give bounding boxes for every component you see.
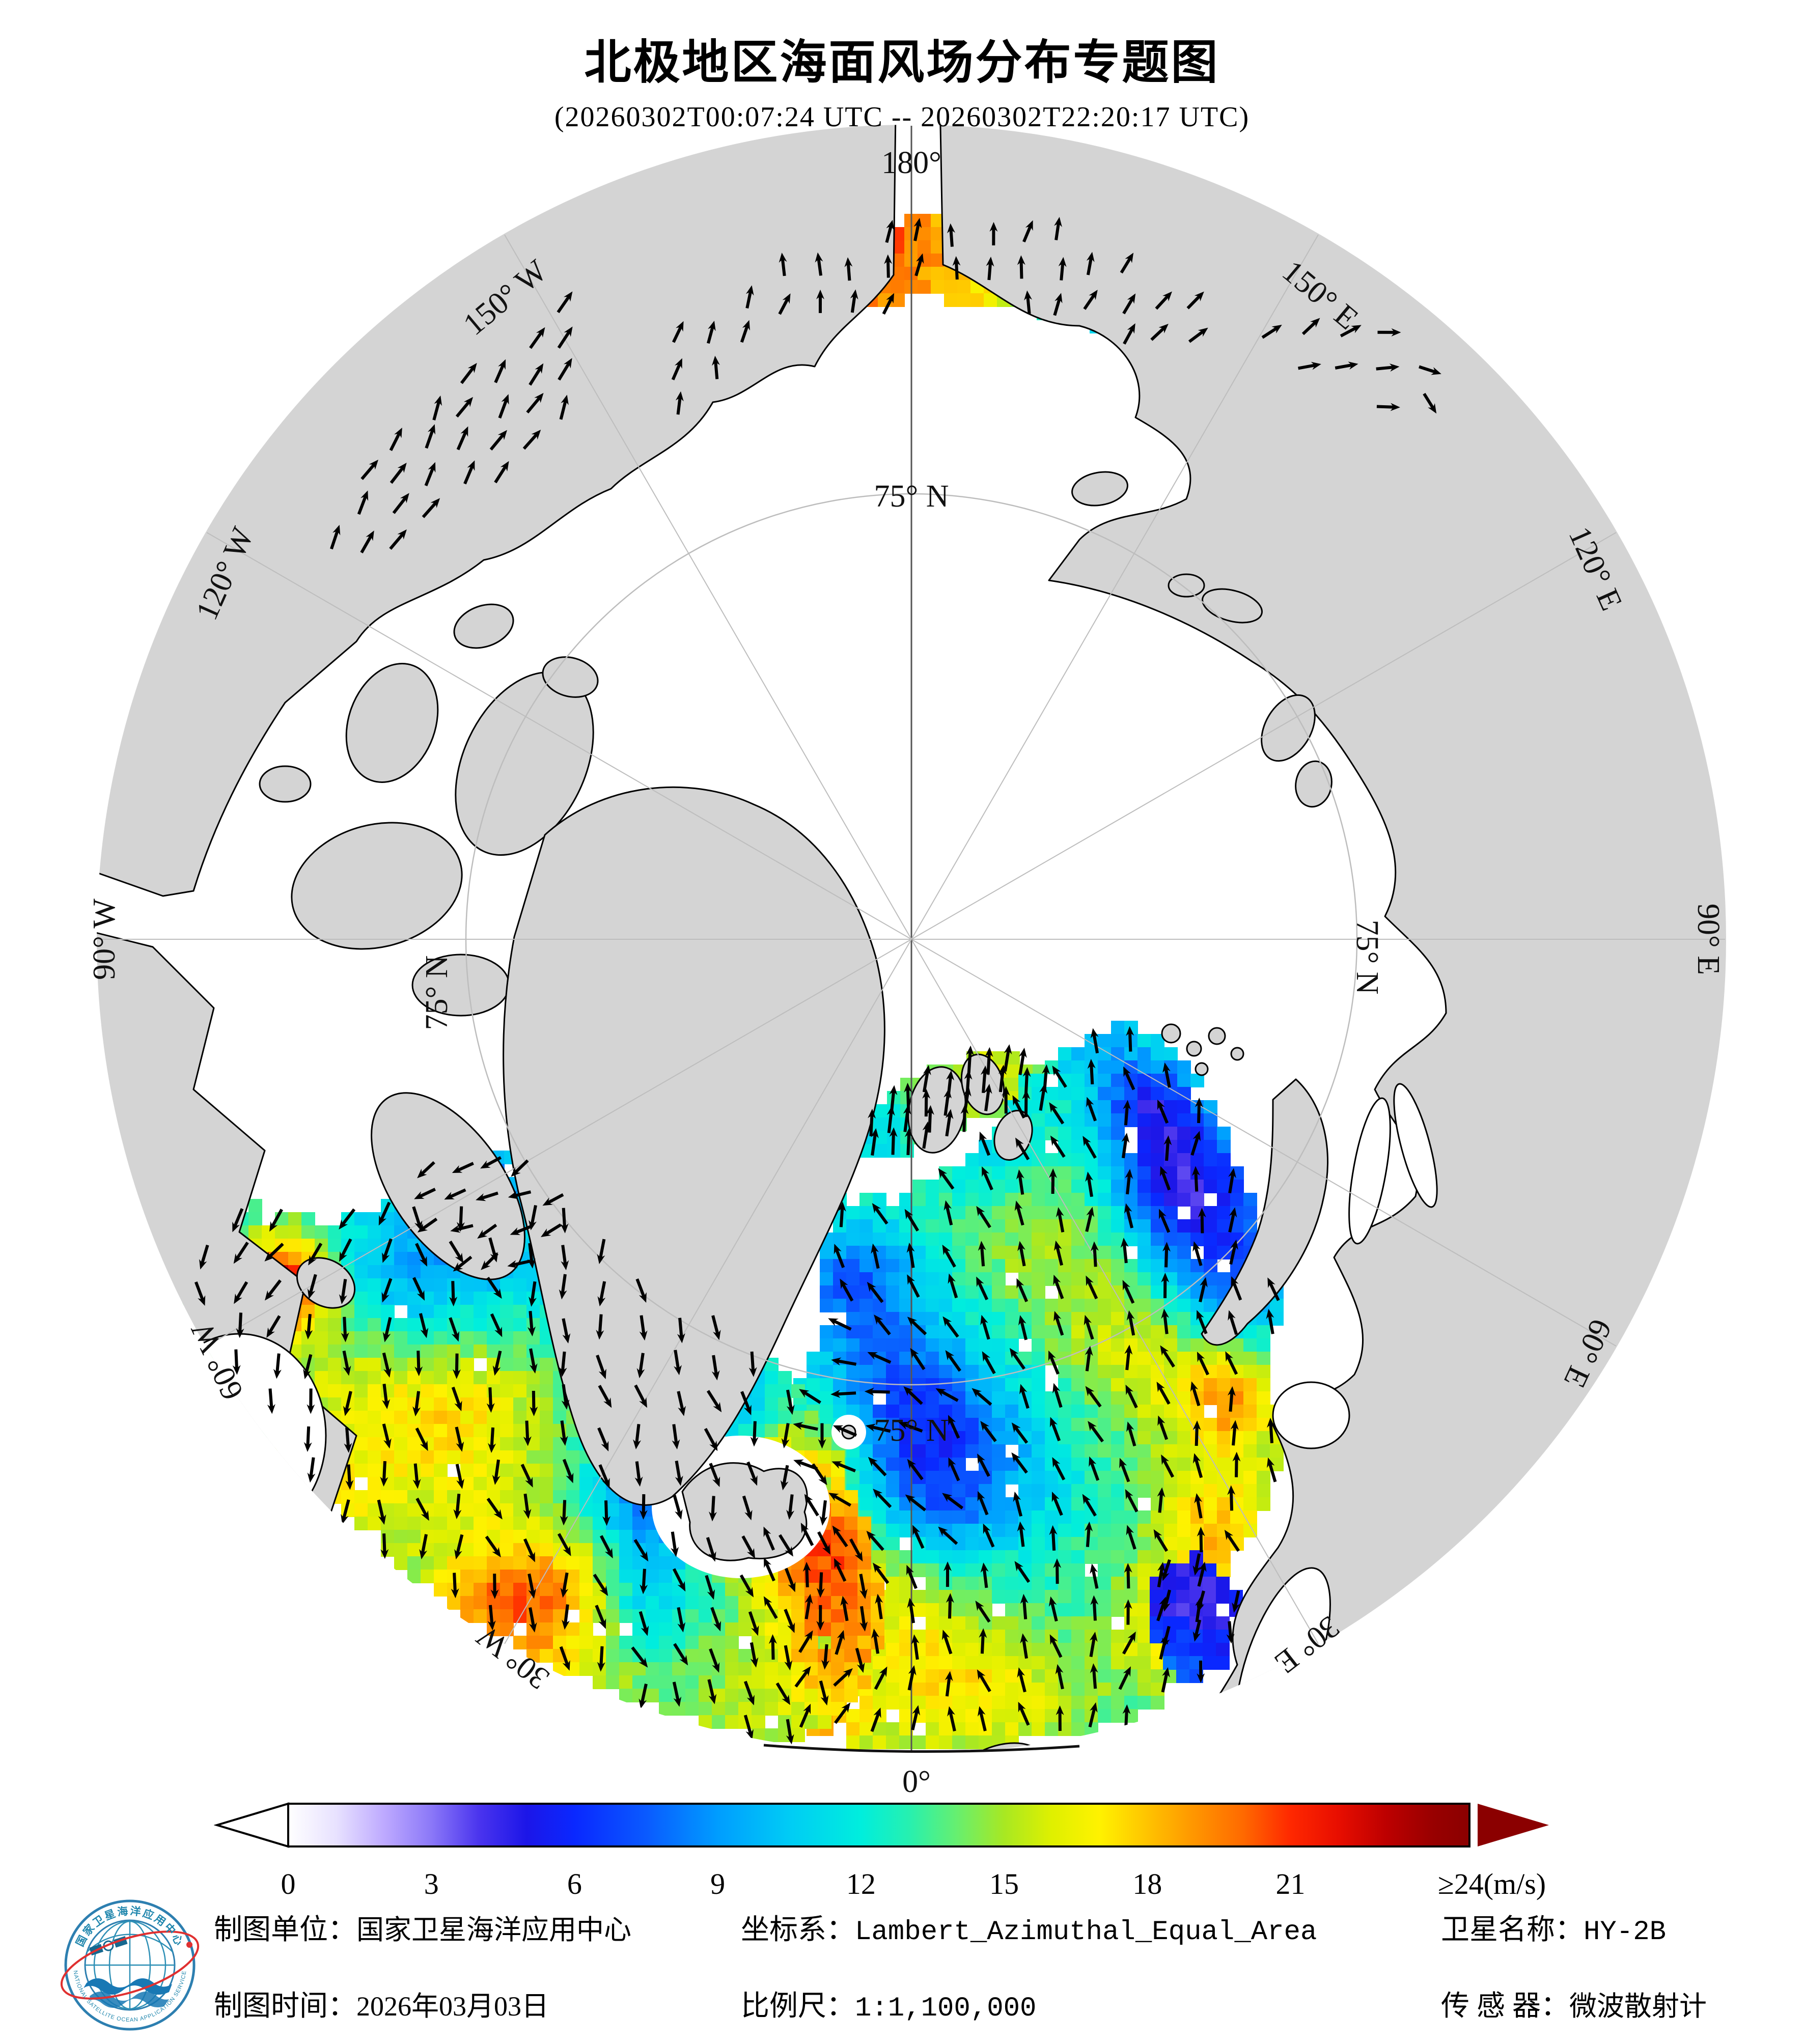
colorbar-tick: 0 [281,1867,296,1900]
sea-ob-gulf-notch [1348,1097,1391,1245]
graticule-label: 90° E [1691,904,1726,975]
graticule-label: 180° [881,146,941,180]
colorbar-tick: 6 [567,1867,582,1900]
land-greenland [503,786,885,1506]
footer-mapping-unit-value: 国家卫星海洋应用中心 [356,1915,631,1945]
graticule-label: 75° N [874,479,949,514]
page-subtitle: (20260302T00:07:24 UTC -- 20260302T22:20… [554,101,1250,133]
colorbar-tick: 15 [989,1867,1019,1900]
island-small-1 [259,765,312,803]
footer-mapping-time: 制图时间：2026年03月03日 [214,1983,549,2024]
graticule-label: 75° N [874,1413,949,1448]
footer-mapping-time-value: 2026年03月03日 [356,1991,549,2022]
island-novaya-zemlya [1201,1078,1329,1346]
island-new-siberian-1 [1202,588,1263,624]
footer-mapping-unit-label: 制图单位： [214,1914,356,1946]
land-iceland [681,1462,808,1561]
wind-speed-colorbar: 0 3 6 9 12 15 18 21 ≥24(m/s) [213,1800,1568,1917]
footer-satellite-name-label: 卫星名称： [1441,1914,1584,1946]
island-wrangel [1071,471,1128,507]
footer-coordinate-system: 坐标系：Lambert_Azimuthal_Equal_Area [741,1907,1317,1948]
footer-satellite-name-value: HY-2B [1584,1917,1667,1948]
footer-scale-label: 比例尺： [741,1991,855,2022]
page-title: 北极地区海面风场分布专题图 [584,37,1220,89]
logo-waves [84,1978,172,2008]
island-fjl-1 [1161,1023,1181,1044]
footer-sensor: 传 感 器：微波散射计 [1441,1983,1707,2024]
colorbar-gradient [287,1803,1470,1847]
island-small-2 [453,603,514,649]
colorbar-right-arrow [1478,1804,1549,1846]
island-severnaya-1 [1261,694,1316,762]
footer-sensor-value: 微波散射计 [1569,1991,1707,2022]
sea-white-notch [1272,1381,1350,1449]
wind-arrows [194,217,1441,1745]
island-fjl-5 [1195,1062,1209,1076]
island-victoria [291,822,463,950]
footer-scale-value: 1:1,100,000 [855,1993,1037,2024]
footer-mapping-unit: 制图单位：国家卫星海洋应用中心 [214,1907,631,1948]
footer-coordinate-system-value: Lambert_Azimuthal_Equal_Area [855,1917,1317,1948]
island-severnaya-2 [1295,760,1333,808]
colorbar-left-arrow [213,1802,289,1848]
colorbar-tick: 21 [1275,1867,1305,1900]
sea-ob-gulf-notch-2 [1393,1083,1438,1208]
island-small-3 [542,656,599,698]
nsoas-logo: 国家卫星海洋应用中心 NATIONAL SATELLITE OCEAN APPL… [56,1891,204,2039]
colorbar-tick-labels: 0 3 6 9 12 15 18 21 ≥24(m/s) [281,1867,1546,1900]
colorbar-tick: 12 [846,1867,876,1900]
island-fjl-2 [1186,1041,1202,1057]
land-hudson-bay [152,1333,327,1538]
footer-sensor-label: 传 感 器： [1441,1991,1569,2022]
footer-satellite-name: 卫星名称：HY-2B [1441,1907,1666,1948]
logo-orbit-ellipse [60,1930,200,2000]
data-edge-line [763,1744,1080,1753]
logo-globe-grid [85,1920,175,2010]
footer-coordinate-system-label: 坐标系： [741,1914,855,1946]
footer-scale: 比例尺：1:1,100,000 [741,1983,1036,2024]
graticule-label: 75° N [420,955,454,1030]
logo-orbit-satellite-dot [186,1942,192,1948]
colorbar-tick: 18 [1132,1867,1162,1900]
island-new-siberian-2 [1168,573,1205,598]
colorbar-tick-max: ≥24(m/s) [1438,1867,1546,1900]
graticule-label: 75° N [1350,919,1384,994]
island-fjl-4 [1230,1047,1244,1061]
island-banks [345,663,439,783]
graticule-label: 0° [902,1765,931,1799]
footer-mapping-time-label: 制图时间： [214,1991,356,2022]
colorbar-tick: 3 [424,1867,439,1900]
land-scotland-edge [953,1742,1043,1754]
island-fjl-3 [1208,1027,1226,1045]
graticule-label: 90° W [87,899,122,980]
colorbar-tick: 9 [710,1867,725,1900]
